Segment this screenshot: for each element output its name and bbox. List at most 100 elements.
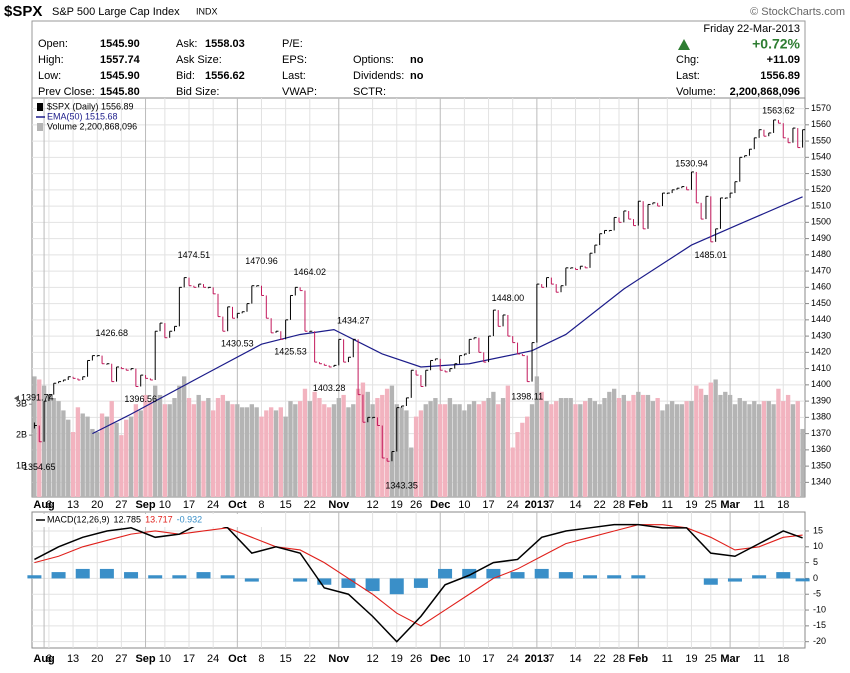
y-tick-label: -15 (813, 620, 826, 630)
volume-bar (336, 398, 341, 497)
volume-bar (312, 391, 317, 497)
volume-bar (172, 398, 177, 497)
symbol: $SPX (4, 3, 42, 20)
price-bar (584, 266, 588, 269)
high-label: 1448.00 (492, 293, 525, 303)
price-bar (608, 229, 612, 232)
low-label: 1425.53 (274, 347, 307, 357)
price-bar (96, 355, 100, 357)
volume-bar (491, 391, 496, 497)
volume-bar (351, 404, 356, 497)
volume-bar (66, 419, 71, 497)
x-tick-label: 8 (258, 499, 264, 511)
high-label: 1470.96 (245, 256, 278, 266)
volume-bar (239, 407, 245, 497)
volume-bar (568, 398, 573, 497)
price-bar (343, 339, 347, 363)
price-bar (222, 316, 226, 332)
volume-bar (264, 410, 269, 497)
price-bar (705, 195, 709, 220)
price-bar (396, 407, 400, 452)
volume-bar (795, 401, 800, 497)
x-tick-label: 17 (183, 653, 195, 665)
quote-label: Chg: (676, 54, 699, 66)
high-label: 1474.51 (178, 250, 211, 260)
histogram-bar (317, 578, 332, 585)
x-tick-label: Nov (328, 499, 350, 511)
volume-bar (51, 398, 56, 497)
price-bar (367, 416, 371, 423)
price-bar (700, 202, 704, 220)
price-bar (512, 336, 516, 344)
volume-bar (471, 401, 477, 497)
price-bar (531, 342, 535, 382)
price-bar (381, 425, 385, 459)
x-tick-label: 15 (280, 653, 292, 665)
price-bar (632, 219, 636, 227)
price-bar (309, 330, 313, 333)
low-label: 1485.01 (695, 250, 728, 260)
price-bar (739, 156, 743, 182)
volume-bar (578, 404, 583, 497)
price-bar (565, 267, 569, 286)
quote-label: Ask: (176, 38, 197, 50)
histogram-bar (148, 575, 163, 579)
price-bar (299, 287, 303, 292)
price-bar (333, 364, 337, 367)
x-tick-label: Mar (720, 499, 740, 511)
price-bar (710, 196, 714, 243)
volume-bar (539, 391, 544, 497)
x-tick-label: Oct (228, 653, 247, 665)
volume-bar (776, 388, 781, 497)
y-tick-label: 0 (813, 573, 818, 583)
price-bar (782, 123, 786, 139)
x-tick-label: Dec (430, 653, 450, 665)
price-bar (53, 382, 57, 395)
price-bar (111, 363, 115, 383)
price-bar (589, 252, 593, 268)
volume-bar (756, 404, 762, 497)
price-bar (120, 366, 124, 370)
x-tick-label: 15 (280, 499, 292, 511)
histogram-bar (607, 575, 622, 579)
price-bar (763, 129, 767, 137)
price-bar (38, 425, 42, 443)
price-bar (690, 171, 694, 190)
price-bar (787, 137, 791, 144)
histogram-bar (341, 578, 356, 588)
histogram-bar (462, 568, 477, 579)
y-tick-label: 1520 (811, 184, 831, 194)
price-bar (376, 417, 380, 426)
low-label: 1403.28 (313, 383, 346, 393)
volume-bar (534, 376, 540, 497)
volume-bar (95, 432, 100, 497)
price-bar (82, 376, 86, 380)
x-tick-label: 22 (304, 499, 316, 511)
volume-bar (689, 401, 694, 497)
index-name: S&P 500 Large Cap Index (52, 6, 180, 18)
x-tick-label: 19 (685, 499, 697, 511)
price-bar (386, 457, 390, 462)
price-bar (198, 283, 202, 288)
volume-bar (505, 385, 511, 497)
ema-line (92, 196, 803, 435)
price-bar (188, 277, 192, 287)
y-tick-label: 1370 (811, 428, 831, 438)
low-label: 1343.35 (385, 480, 418, 490)
price-bar (661, 192, 665, 207)
legend-value: -0.932 (177, 514, 203, 524)
price-bar (362, 394, 366, 423)
price-bar (768, 132, 772, 137)
x-tick-label: Sep (135, 653, 155, 665)
volume-bar (278, 407, 283, 497)
x-tick-label: 11 (753, 499, 764, 511)
price-bar (575, 267, 579, 270)
volume-bar (90, 428, 95, 497)
price-bar (594, 244, 598, 254)
quote-label: Prev Close: (38, 86, 95, 98)
x-tick-label: 17 (482, 653, 494, 665)
volume-bar (413, 416, 419, 497)
price-bar (401, 405, 405, 408)
y-tick-label: 1470 (811, 265, 831, 275)
volume-bar (326, 407, 332, 497)
